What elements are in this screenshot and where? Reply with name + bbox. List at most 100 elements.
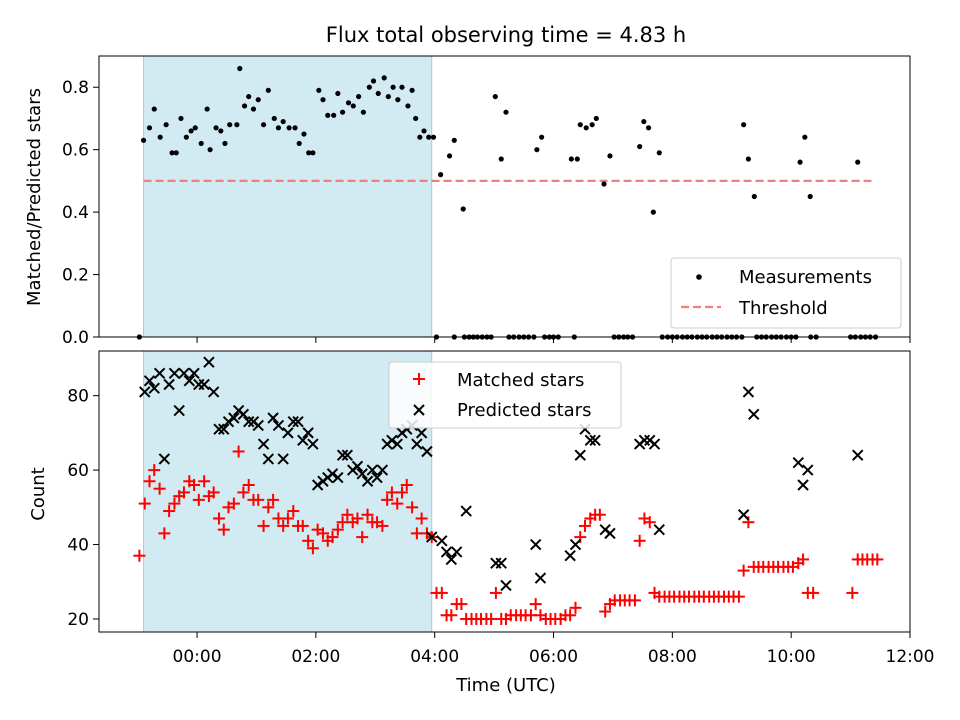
measurement-point: [460, 206, 466, 212]
matched-stars-point: [807, 586, 820, 599]
matched-stars-point: [296, 519, 309, 532]
matched-stars-point: [148, 464, 161, 477]
measurement-point: [650, 209, 656, 215]
measurement-point: [178, 115, 184, 122]
matched-stars-point: [633, 534, 646, 547]
matched-stars-point: [262, 501, 275, 514]
predicted-stars-point: [356, 468, 368, 480]
measurement-point: [498, 156, 504, 162]
matched-stars-point: [435, 586, 448, 599]
measurement-point: [157, 134, 163, 140]
measurement-point: [492, 93, 498, 100]
y-tick-label: 80: [67, 387, 89, 407]
matched-stars-point: [579, 519, 592, 532]
measurement-point: [335, 90, 341, 97]
predicted-stars-point: [376, 464, 389, 476]
predicted-stars-point: [341, 449, 354, 461]
measurement-point: [292, 125, 298, 131]
matched-stars-point: [871, 553, 884, 566]
predicted-stars-point: [495, 557, 507, 569]
matched-stars-point: [445, 609, 458, 622]
predicted-stars-point: [584, 434, 597, 447]
matched-stars-point: [133, 549, 146, 562]
predicted-stars-point: [366, 464, 379, 476]
measurement-point: [316, 87, 322, 93]
matched-stars-point: [188, 478, 201, 491]
measurement-point: [310, 150, 316, 156]
matched-stars-point: [153, 482, 166, 495]
measurement-point: [568, 156, 574, 162]
y-tick-label: 0.0: [62, 328, 89, 348]
measurement-point: [593, 115, 599, 122]
matched-stars-point: [336, 516, 349, 529]
predicted-stars-point: [589, 434, 601, 447]
measurement-point: [301, 131, 307, 137]
matched-stars-point: [287, 505, 300, 518]
predicted-stars-point: [852, 449, 864, 461]
predicted-stars-point: [604, 527, 616, 540]
matched-stars-point: [797, 553, 810, 566]
matched-stars-point: [410, 527, 423, 540]
measurement-point: [601, 181, 607, 187]
matched-stars-point: [415, 512, 428, 525]
matched-stars-point: [232, 445, 245, 458]
measurement-point: [345, 100, 352, 106]
predicted-stars-point: [148, 382, 160, 394]
measurement-point: [183, 134, 189, 140]
top-y-axis-label: Matched/Predicted stars: [24, 88, 45, 306]
predicted-stars-point: [292, 416, 304, 428]
legend-measurements-label: Measurements: [739, 267, 872, 288]
matched-stars-point: [158, 527, 171, 540]
measurement-point: [146, 125, 153, 131]
x-tick-label: 12:00: [886, 647, 935, 667]
y-tick-label: 0.8: [62, 78, 89, 98]
predicted-stars-point: [569, 538, 582, 551]
matched-stars-point: [213, 512, 226, 525]
matched-stars-point: [356, 531, 369, 544]
measurement-point: [503, 109, 509, 115]
matched-stars-point: [564, 609, 577, 622]
legend-predicted-marker: [413, 404, 425, 416]
bottom-plot-frame: [98, 350, 911, 633]
predicted-stars-point: [351, 460, 364, 473]
matched-stars-point: [168, 497, 181, 510]
measurement-point: [421, 128, 427, 134]
measurement-point: [656, 150, 662, 156]
measurement-point: [250, 106, 257, 112]
predicted-stars-point: [183, 375, 196, 387]
matched-stars-point: [361, 508, 374, 521]
measurement-point: [589, 122, 595, 128]
measurement-point: [188, 128, 194, 134]
legend-matched-marker: [413, 373, 425, 385]
predicted-stars-point: [277, 453, 289, 465]
predicted-stars-point: [534, 572, 547, 584]
measurement-point: [325, 112, 331, 118]
measurement-point: [241, 103, 248, 109]
x-tick-label: 08:00: [648, 647, 697, 667]
predicted-stars-point: [222, 416, 235, 428]
bottom-y-axis: 20 40 60 80: [67, 387, 99, 630]
x-tick-label: 00:00: [173, 647, 222, 667]
predicted-stars-point: [213, 423, 225, 435]
measurement-point: [246, 93, 252, 100]
measurement-point: [438, 172, 444, 178]
matched-stars-point: [302, 534, 315, 547]
top-marks: [136, 65, 879, 340]
x-tick-label: 04:00: [410, 647, 459, 667]
measurement-point: [271, 115, 277, 122]
x-tick-label: 10:00: [767, 647, 816, 667]
matched-stars-point: [341, 508, 354, 521]
matched-stars-point: [351, 512, 364, 525]
measurement-point: [574, 156, 580, 162]
predicted-stars-point: [391, 438, 403, 450]
measurement-point: [751, 193, 757, 200]
matched-stars-point: [381, 493, 394, 506]
bottom-x-axis: 00:00 02:00 04:00 06:00 08:00 10:00 12:00: [173, 632, 935, 667]
y-tick-label: 60: [67, 461, 89, 481]
predicted-stars-point: [168, 367, 181, 380]
measurement-point: [641, 118, 647, 125]
legend-matched-label: Matched stars: [457, 370, 584, 391]
matched-stars-point: [316, 527, 329, 540]
predicted-stars-point: [257, 438, 270, 450]
measurement-point: [237, 65, 243, 72]
